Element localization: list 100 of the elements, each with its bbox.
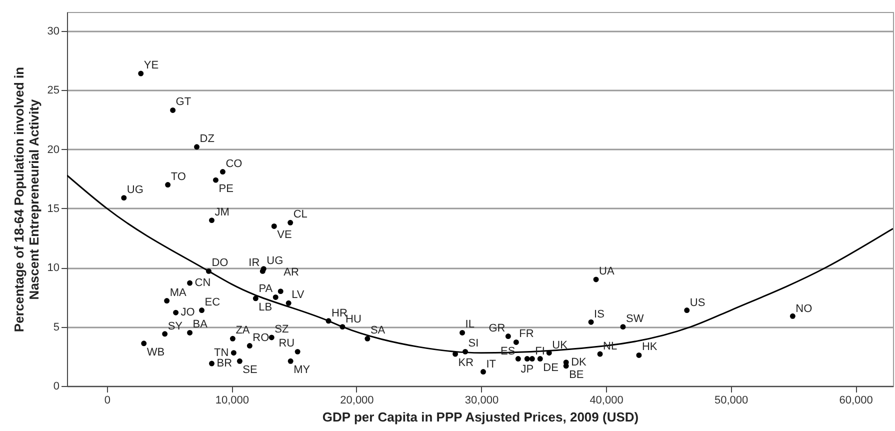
annotation: JM [214, 206, 230, 218]
annotation: SZ [274, 323, 289, 336]
point [138, 70, 144, 76]
point [537, 356, 543, 362]
point [524, 356, 530, 362]
annotation: SY [168, 320, 184, 333]
point [165, 182, 171, 188]
point [187, 330, 193, 336]
y-tick-label: 30 [47, 25, 60, 38]
annotation: TO [170, 170, 186, 183]
annotation: JP [520, 363, 534, 376]
annotation: IL [465, 318, 474, 331]
annotation: YE [144, 60, 159, 72]
point [230, 350, 236, 356]
point [294, 348, 300, 354]
annotation: CN [194, 277, 211, 290]
y-tick-label: 15 [47, 202, 60, 215]
annotation: UG [126, 184, 144, 196]
y-tick-label: 20 [47, 144, 60, 156]
annotation: KR [458, 357, 474, 370]
x-tick-label: 20,000 [340, 394, 374, 406]
point [236, 358, 242, 364]
annotation: SE [242, 364, 258, 376]
annotation: DK [571, 356, 588, 368]
point [194, 144, 200, 150]
point [684, 308, 690, 313]
point [252, 296, 258, 302]
x-tick-label: 30,000 [464, 394, 499, 406]
point [588, 319, 594, 325]
x-tick-label: 60,000 [839, 394, 873, 406]
annotation: BR [216, 358, 232, 370]
annotation: DZ [200, 132, 215, 145]
x-tick-label: 0 [104, 394, 110, 406]
point [164, 298, 170, 304]
annotation: LV [292, 289, 305, 302]
point [636, 352, 642, 358]
annotation: RO [252, 332, 270, 344]
point [515, 356, 521, 362]
point [268, 334, 274, 340]
annotation: US [690, 296, 706, 309]
annotation: BA [192, 318, 208, 331]
point [364, 336, 370, 342]
annotation: IS [594, 308, 604, 321]
point [212, 177, 218, 183]
annotation: HR [332, 307, 348, 320]
point [790, 313, 796, 319]
point [121, 195, 127, 201]
annotation: AR [284, 266, 299, 278]
point [286, 300, 292, 306]
x-tick-label: 10,000 [215, 394, 250, 406]
x-tick-label: 50,000 [714, 394, 748, 406]
point [246, 343, 252, 348]
annotation: UA [599, 265, 615, 278]
annotation: CO [226, 158, 243, 170]
point [513, 339, 519, 345]
point [209, 360, 214, 366]
annotation: RU [278, 338, 295, 350]
annotation: JO [180, 306, 196, 319]
annotation: WB [146, 346, 165, 358]
annotation: VE [277, 229, 292, 242]
y-tick-label: 25 [47, 84, 60, 97]
annotation: IT [486, 358, 496, 370]
point [480, 369, 486, 375]
annotation: PE [218, 183, 234, 196]
annotation: DE [543, 362, 558, 374]
point [288, 358, 294, 364]
y-tick-label: 0 [53, 380, 60, 392]
annotation: GT [176, 96, 192, 108]
point [199, 308, 204, 313]
point [162, 331, 168, 337]
annotation: LB [258, 301, 272, 314]
annotation: GR [488, 322, 506, 334]
annotation: CL [293, 208, 308, 221]
point [529, 356, 535, 362]
annotation: SI [468, 338, 479, 350]
annotation: MY [294, 364, 311, 376]
point [460, 330, 466, 336]
annotation: UK [552, 339, 568, 352]
y-tick-label: 5 [53, 321, 60, 334]
point [288, 220, 294, 226]
point [271, 223, 277, 229]
annotation: IR [248, 257, 260, 270]
x-tick-label: 40,000 [590, 394, 624, 406]
annotation: HU [346, 313, 362, 326]
point [278, 288, 284, 294]
point [209, 218, 214, 224]
annotation: SA [370, 324, 386, 337]
annotation: EC [204, 296, 220, 308]
annotation: MA [170, 286, 187, 299]
point [173, 310, 179, 316]
point [141, 340, 147, 346]
annotation: BE [569, 368, 584, 381]
annotation: PA [258, 283, 274, 296]
point [220, 169, 226, 175]
point [187, 280, 193, 286]
point [620, 324, 626, 330]
point [230, 336, 236, 342]
point [272, 294, 278, 300]
y-tick-label: 10 [47, 262, 60, 274]
point [505, 334, 511, 340]
